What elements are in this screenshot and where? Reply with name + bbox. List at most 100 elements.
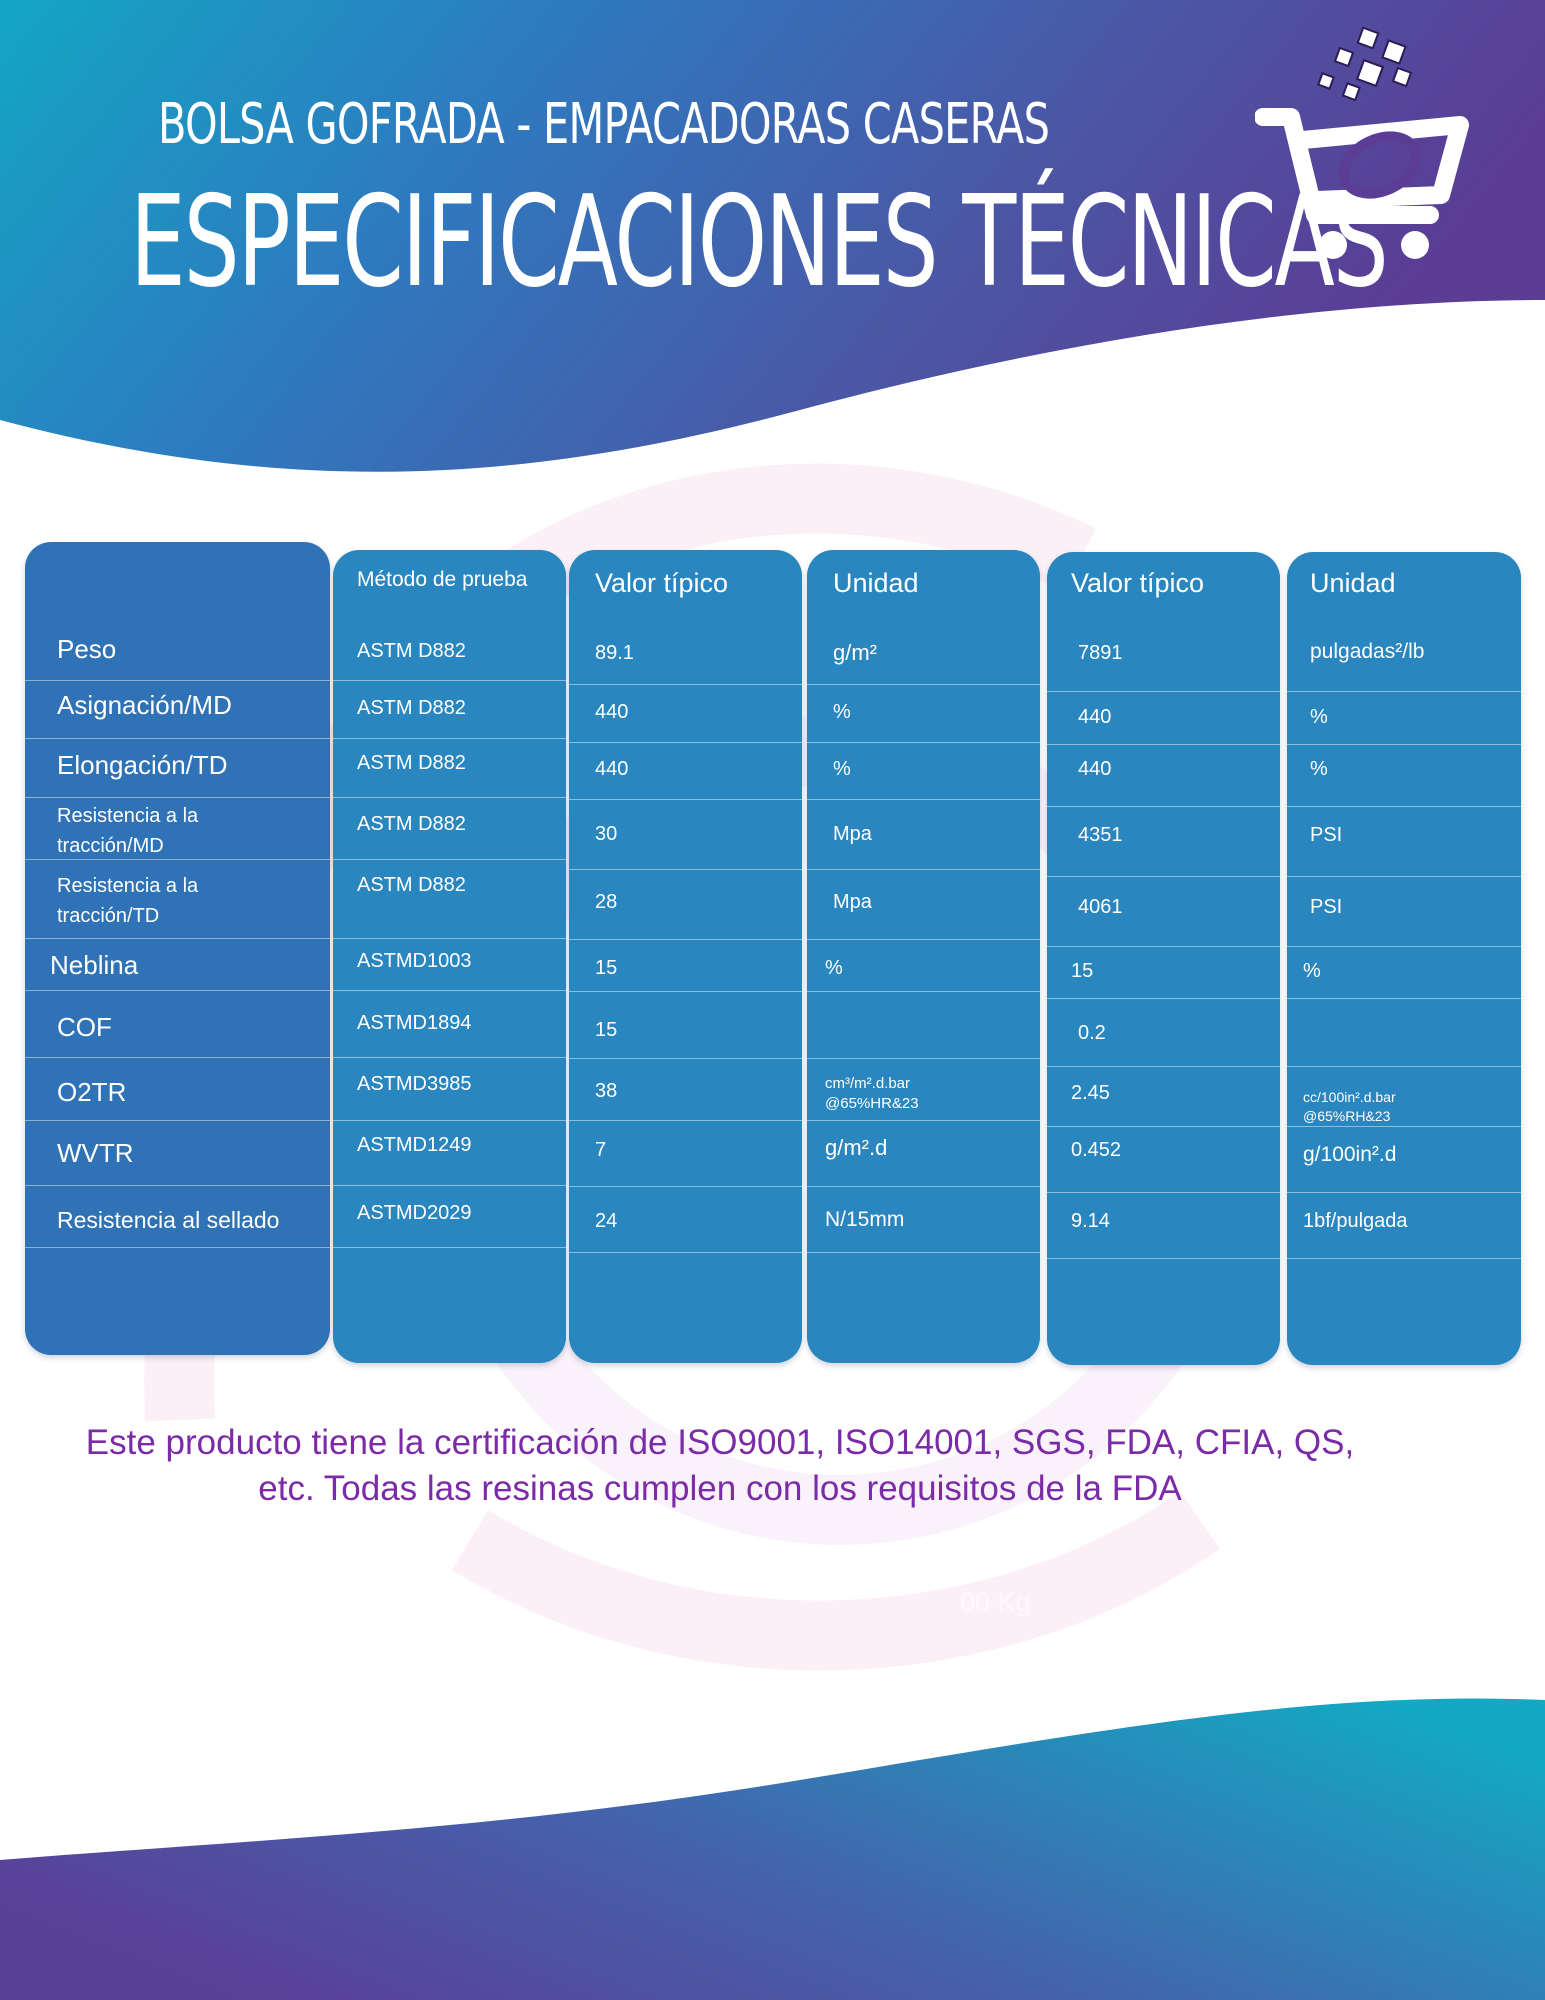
column-value-metric: Valor típico 89.1 440 440 30 28 15 15 38… [569, 550, 802, 1363]
table-row: COF [25, 990, 330, 1058]
cell-value: 440 [1078, 758, 1112, 780]
table-row: 15 [1047, 946, 1280, 999]
table-row: 1bf/pulgada [1287, 1192, 1521, 1259]
cell-unit: % [1310, 706, 1328, 728]
cell-value: 9.14 [1071, 1210, 1110, 1232]
header-subtitle: BOLSA GOFRADA - EMPACADORAS CASERAS [158, 92, 1050, 157]
table-row: % [807, 742, 1040, 800]
column-unit-imperial: Unidad pulgadas²/lb % % PSI PSI % cc/100… [1287, 552, 1521, 1365]
cell-value: 440 [1078, 706, 1112, 728]
table-row: Resistencia a la tracción/TD [25, 859, 330, 939]
cell-unit: g/100in².d [1303, 1143, 1397, 1166]
cell-unit: g/m² [833, 640, 877, 665]
cell-value: 89.1 [595, 642, 634, 664]
cell-value: 4351 [1078, 824, 1123, 846]
table-row: ASTMD2029 [333, 1185, 566, 1248]
table-row: O2TR [25, 1057, 330, 1121]
property-label: Resistencia a la tracción/TD [57, 875, 199, 927]
property-label: O2TR [57, 1077, 127, 1107]
table-row: 440 [1047, 744, 1280, 807]
faint-weight-text: 00 Kg [960, 1587, 1031, 1617]
property-label: Peso [57, 634, 117, 664]
cell-value: 440 [595, 701, 629, 723]
cell-unit: PSI [1310, 896, 1343, 918]
cell-unit: % [833, 701, 851, 723]
cell-value: 7 [595, 1139, 607, 1161]
cell-value: 24 [595, 1210, 618, 1232]
table-row: ASTM D882 [333, 859, 566, 939]
cell-unit: % [1303, 960, 1321, 982]
column-value-imperial: Valor típico 7891 440 440 4351 4061 15 0… [1047, 552, 1280, 1365]
cell-value: 38 [595, 1080, 618, 1102]
table-row: % [807, 939, 1040, 992]
shopping-cart-icon [1255, 26, 1469, 259]
table-row: pulgadas²/lb [1287, 552, 1521, 692]
header-value-metric: Valor típico [595, 568, 729, 598]
cell-value: 4061 [1078, 896, 1123, 918]
table-row: ASTM D882 [333, 550, 566, 681]
cell-unit: g/m².d [825, 1135, 888, 1160]
header-unit-imperial: Unidad [1310, 568, 1396, 598]
cell-unit: N/15mm [825, 1208, 905, 1231]
table-row: 4351 [1047, 806, 1280, 877]
cell-value: 2.45 [1071, 1082, 1110, 1104]
table-row: 9.14 [1047, 1192, 1280, 1259]
certification-note: Este producto tiene la certificación de … [85, 1423, 1355, 1508]
table-row [807, 991, 1040, 1059]
table-row [1287, 998, 1521, 1067]
table-row: N/15mm [807, 1186, 1040, 1253]
table-row: PSI [1287, 806, 1521, 877]
cell-unit: cc/100in².d.bar @65%RH&23 [1303, 1089, 1396, 1124]
table-row: ASTMD1003 [333, 938, 566, 991]
table-row: Peso [25, 542, 330, 681]
table-row: 2.45 [1047, 1066, 1280, 1127]
table-row: WVTR [25, 1120, 330, 1186]
table-row: 38 [569, 1058, 802, 1121]
table-row: ASTM D882 [333, 738, 566, 798]
faint-dimensions-text: 79x82x109 cm [944, 1657, 1101, 1684]
table-row: g/m².d [807, 1120, 1040, 1187]
cell-value: 15 [595, 1019, 618, 1041]
property-label: Resistencia al sellado [57, 1207, 280, 1233]
table-row: cm³/m².d.bar @65%HR&23 [807, 1058, 1040, 1121]
cell-method: ASTMD2029 [357, 1202, 472, 1224]
cell-unit: PSI [1310, 824, 1343, 846]
table-row: Resistencia a la tracción/MD [25, 797, 330, 860]
table-row: % [1287, 691, 1521, 745]
cell-unit: % [825, 957, 843, 979]
table-row: Elongación/TD [25, 738, 330, 798]
table-row: 0.452 [1047, 1126, 1280, 1193]
cell-unit: % [1310, 758, 1328, 780]
cell-method: ASTMD1003 [357, 950, 472, 972]
cell-method: ASTMD3985 [357, 1073, 472, 1095]
cell-value: 15 [595, 957, 618, 979]
column-unit-metric: Unidad g/m² % % Mpa Mpa % cm³/m².d.bar @… [807, 550, 1040, 1363]
cell-method: ASTMD1249 [357, 1134, 472, 1156]
table-row: 28 [569, 869, 802, 940]
table-row: 30 [569, 799, 802, 870]
cell-unit: 1bf/pulgada [1303, 1210, 1408, 1232]
table-row: 4061 [1047, 876, 1280, 947]
table-row: ASTM D882 [333, 680, 566, 739]
table-row: 15 [569, 991, 802, 1059]
table-row: cc/100in².d.bar @65%RH&23 [1287, 1066, 1521, 1127]
property-label: WVTR [57, 1138, 134, 1168]
property-label: COF [57, 1012, 112, 1042]
table-row: ASTMD3985 [333, 1057, 566, 1121]
table-row: 15 [569, 939, 802, 992]
cell-value: 30 [595, 823, 618, 845]
table-row: Neblina [25, 938, 330, 991]
table-row: 440 [569, 742, 802, 800]
table-row: 440 [569, 684, 802, 743]
table-row: ASTM D882 [333, 797, 566, 860]
table-row: 440 [1047, 691, 1280, 745]
cell-unit: pulgadas²/lb [1310, 640, 1425, 663]
header-unit-metric: Unidad [833, 568, 919, 598]
table-row: 89.1 [569, 550, 802, 685]
table-row: 7 [569, 1120, 802, 1187]
column-method: Método de prueba ASTM D882 ASTM D882 AST… [333, 550, 566, 1363]
property-label: Neblina [50, 950, 139, 980]
table-row: 0.2 [1047, 998, 1280, 1067]
cell-method: ASTM D882 [357, 813, 466, 835]
cell-value: 15 [1071, 960, 1094, 982]
